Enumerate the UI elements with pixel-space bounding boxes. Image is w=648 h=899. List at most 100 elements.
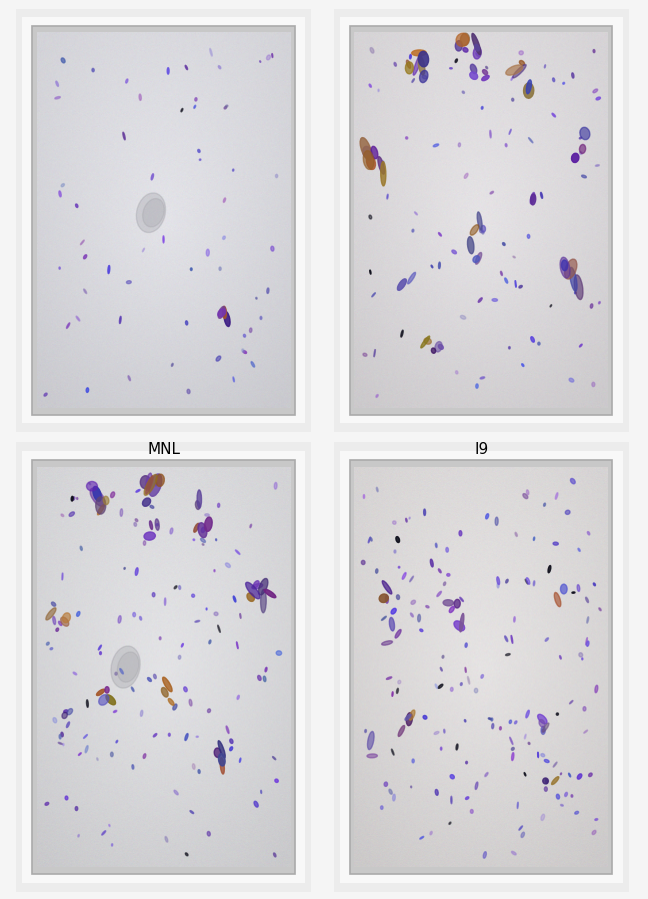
Ellipse shape xyxy=(394,550,396,553)
Ellipse shape xyxy=(193,539,194,540)
Ellipse shape xyxy=(381,162,386,186)
Ellipse shape xyxy=(465,797,469,799)
Ellipse shape xyxy=(139,94,141,101)
Ellipse shape xyxy=(406,713,412,725)
Ellipse shape xyxy=(572,592,575,593)
Ellipse shape xyxy=(144,532,156,540)
Ellipse shape xyxy=(53,717,57,723)
Ellipse shape xyxy=(51,602,56,606)
Ellipse shape xyxy=(511,851,516,855)
Ellipse shape xyxy=(523,494,528,499)
Ellipse shape xyxy=(550,305,551,307)
Ellipse shape xyxy=(161,688,168,697)
Ellipse shape xyxy=(520,60,524,66)
Ellipse shape xyxy=(218,753,225,766)
Ellipse shape xyxy=(86,387,89,392)
Ellipse shape xyxy=(265,667,267,672)
Ellipse shape xyxy=(386,677,392,680)
Ellipse shape xyxy=(511,636,513,644)
Ellipse shape xyxy=(120,669,123,674)
Ellipse shape xyxy=(430,559,434,567)
Ellipse shape xyxy=(460,682,462,686)
Ellipse shape xyxy=(111,492,115,498)
FancyBboxPatch shape xyxy=(32,460,295,874)
Ellipse shape xyxy=(561,584,567,594)
Ellipse shape xyxy=(185,734,188,741)
Ellipse shape xyxy=(595,819,597,821)
Ellipse shape xyxy=(517,802,518,808)
Ellipse shape xyxy=(135,568,138,575)
Ellipse shape xyxy=(172,363,173,366)
Ellipse shape xyxy=(108,265,110,273)
FancyBboxPatch shape xyxy=(350,460,612,874)
Ellipse shape xyxy=(150,505,154,508)
Ellipse shape xyxy=(233,377,235,382)
Ellipse shape xyxy=(218,66,221,68)
Ellipse shape xyxy=(575,811,579,814)
Ellipse shape xyxy=(389,789,392,794)
Ellipse shape xyxy=(196,736,198,737)
Ellipse shape xyxy=(596,97,601,100)
Ellipse shape xyxy=(497,583,499,588)
Ellipse shape xyxy=(480,377,485,379)
Ellipse shape xyxy=(574,275,583,299)
Ellipse shape xyxy=(548,565,551,573)
Text: I9: I9 xyxy=(474,442,488,457)
Ellipse shape xyxy=(510,737,513,744)
Ellipse shape xyxy=(58,743,62,744)
Ellipse shape xyxy=(44,393,47,396)
Ellipse shape xyxy=(465,667,467,672)
Ellipse shape xyxy=(406,137,408,139)
Ellipse shape xyxy=(394,62,397,67)
Ellipse shape xyxy=(69,512,75,516)
FancyBboxPatch shape xyxy=(22,451,305,883)
Ellipse shape xyxy=(146,473,152,490)
Ellipse shape xyxy=(476,253,481,264)
Ellipse shape xyxy=(443,582,446,585)
Ellipse shape xyxy=(592,382,595,387)
Ellipse shape xyxy=(80,547,82,550)
Ellipse shape xyxy=(382,641,393,645)
Ellipse shape xyxy=(511,76,513,80)
Ellipse shape xyxy=(273,853,276,857)
Ellipse shape xyxy=(439,263,441,269)
Ellipse shape xyxy=(492,724,494,729)
Ellipse shape xyxy=(596,165,599,166)
Ellipse shape xyxy=(579,145,586,154)
Ellipse shape xyxy=(553,542,559,545)
Ellipse shape xyxy=(476,384,478,388)
Ellipse shape xyxy=(367,754,377,758)
Ellipse shape xyxy=(168,734,170,736)
Ellipse shape xyxy=(577,584,580,592)
Ellipse shape xyxy=(55,96,60,99)
Ellipse shape xyxy=(156,519,159,530)
Ellipse shape xyxy=(505,654,510,655)
Ellipse shape xyxy=(406,519,407,522)
Ellipse shape xyxy=(411,601,415,604)
Ellipse shape xyxy=(526,490,529,494)
Ellipse shape xyxy=(419,51,428,67)
Ellipse shape xyxy=(218,307,225,318)
Ellipse shape xyxy=(179,585,181,590)
Ellipse shape xyxy=(554,592,561,607)
Ellipse shape xyxy=(441,667,442,671)
Ellipse shape xyxy=(202,527,205,532)
Ellipse shape xyxy=(450,775,454,779)
Ellipse shape xyxy=(76,316,80,321)
Ellipse shape xyxy=(579,653,583,657)
Ellipse shape xyxy=(544,503,546,506)
Ellipse shape xyxy=(370,48,374,53)
Ellipse shape xyxy=(572,153,579,163)
Ellipse shape xyxy=(52,617,56,625)
Ellipse shape xyxy=(61,514,64,517)
Ellipse shape xyxy=(369,215,372,219)
Ellipse shape xyxy=(481,106,483,109)
Ellipse shape xyxy=(174,586,177,589)
Ellipse shape xyxy=(214,612,218,616)
Ellipse shape xyxy=(449,607,454,612)
Ellipse shape xyxy=(244,334,246,337)
Ellipse shape xyxy=(136,490,140,492)
Ellipse shape xyxy=(249,328,252,333)
Ellipse shape xyxy=(382,581,392,594)
Ellipse shape xyxy=(526,710,529,717)
